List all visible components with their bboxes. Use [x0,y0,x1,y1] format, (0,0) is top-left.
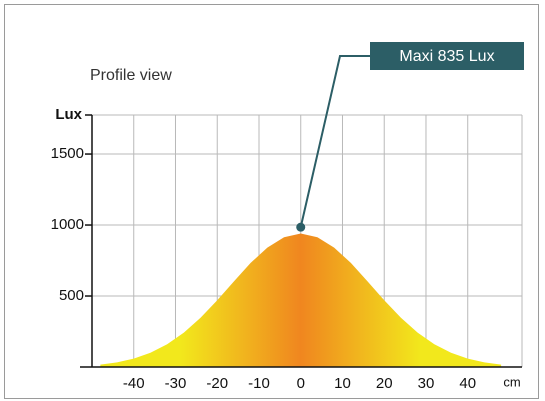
x-tick-label: 10 [334,375,351,392]
annotation-point [296,222,306,232]
y-tick-label: 500 [59,287,84,304]
x-tick-label: 30 [418,375,435,392]
annotation-box [370,42,524,70]
x-tick-label: 40 [459,375,476,392]
y-tick-label: 1000 [51,216,84,233]
x-tick-label: -10 [248,375,270,392]
subtitle: Profile view [90,67,172,84]
area [100,233,502,367]
x-tick-label: 0 [297,375,305,392]
frame [4,4,539,399]
x-tick-label: -40 [123,375,145,392]
x-tick-label: 20 [376,375,393,392]
x-axis-label: cm [503,374,520,389]
x-tick-label: -30 [165,375,187,392]
annotation-text: Maxi 835 Lux [399,48,494,65]
y-axis-label: Lux [55,106,82,123]
y-tick-label: 1500 [51,145,84,162]
x-tick-label: -20 [206,375,228,392]
annotation-leader [299,55,370,228]
